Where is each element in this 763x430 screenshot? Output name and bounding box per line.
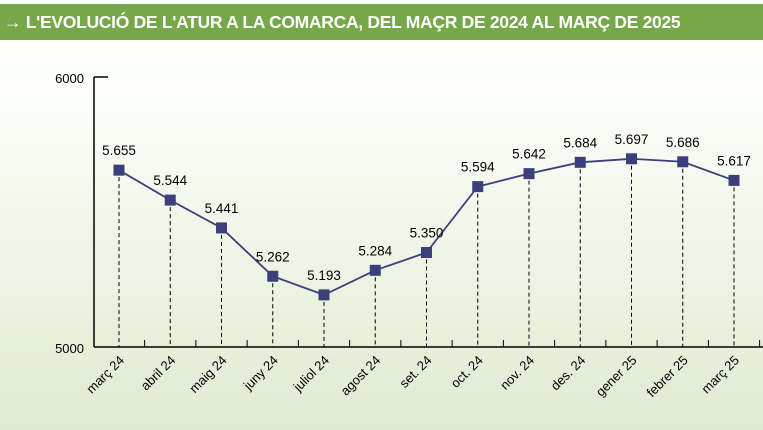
data-label: 5.594 <box>461 160 495 175</box>
data-label: 5.544 <box>153 173 187 188</box>
x-tick-label: oct. 24 <box>448 353 486 391</box>
data-label: 5.284 <box>358 243 392 258</box>
x-tick-label: set. 24 <box>396 353 434 391</box>
data-point <box>216 222 227 234</box>
x-tick-label: des. 24 <box>548 353 589 394</box>
data-point <box>728 174 740 186</box>
x-tick-label: juliol 24 <box>290 353 332 395</box>
y-tick-label: 6000 <box>55 71 84 86</box>
data-point <box>677 156 689 168</box>
data-label: 5.684 <box>563 135 597 150</box>
data-label: 5.262 <box>256 249 290 264</box>
data-label: 5.617 <box>717 153 751 168</box>
data-point <box>421 247 432 258</box>
data-point <box>164 194 176 206</box>
x-tick-label: març 24 <box>83 353 127 397</box>
x-tick-label: nov. 24 <box>497 353 537 393</box>
data-point <box>472 181 484 193</box>
data-label: 5.686 <box>666 135 700 150</box>
x-tick-label: gener 25 <box>593 353 640 400</box>
data-label: 5.350 <box>410 226 444 241</box>
x-tick-label: juny 24 <box>240 353 281 394</box>
x-tick-label: maig 24 <box>186 353 229 396</box>
x-tick-label: març 25 <box>698 353 742 397</box>
data-label: 5.642 <box>512 147 546 162</box>
data-point <box>523 168 535 180</box>
data-point <box>267 270 279 282</box>
x-tick-label: agost 24 <box>337 353 383 399</box>
data-point <box>574 156 586 168</box>
data-point <box>369 264 381 276</box>
data-point <box>318 289 330 301</box>
x-tick-label: abril 24 <box>138 353 179 394</box>
data-label: 5.441 <box>205 201 239 216</box>
data-point <box>626 153 637 165</box>
y-tick-label: 5000 <box>55 341 84 356</box>
data-label: 5.655 <box>102 143 136 158</box>
x-tick-label: febrer 25 <box>643 353 690 400</box>
data-label: 5.697 <box>615 132 649 147</box>
data-label: 5.193 <box>307 268 341 283</box>
data-point <box>113 164 125 176</box>
chart-title: → L'EVOLUCIÓ DE L'ATUR A LA COMARCA, DEL… <box>0 4 763 40</box>
